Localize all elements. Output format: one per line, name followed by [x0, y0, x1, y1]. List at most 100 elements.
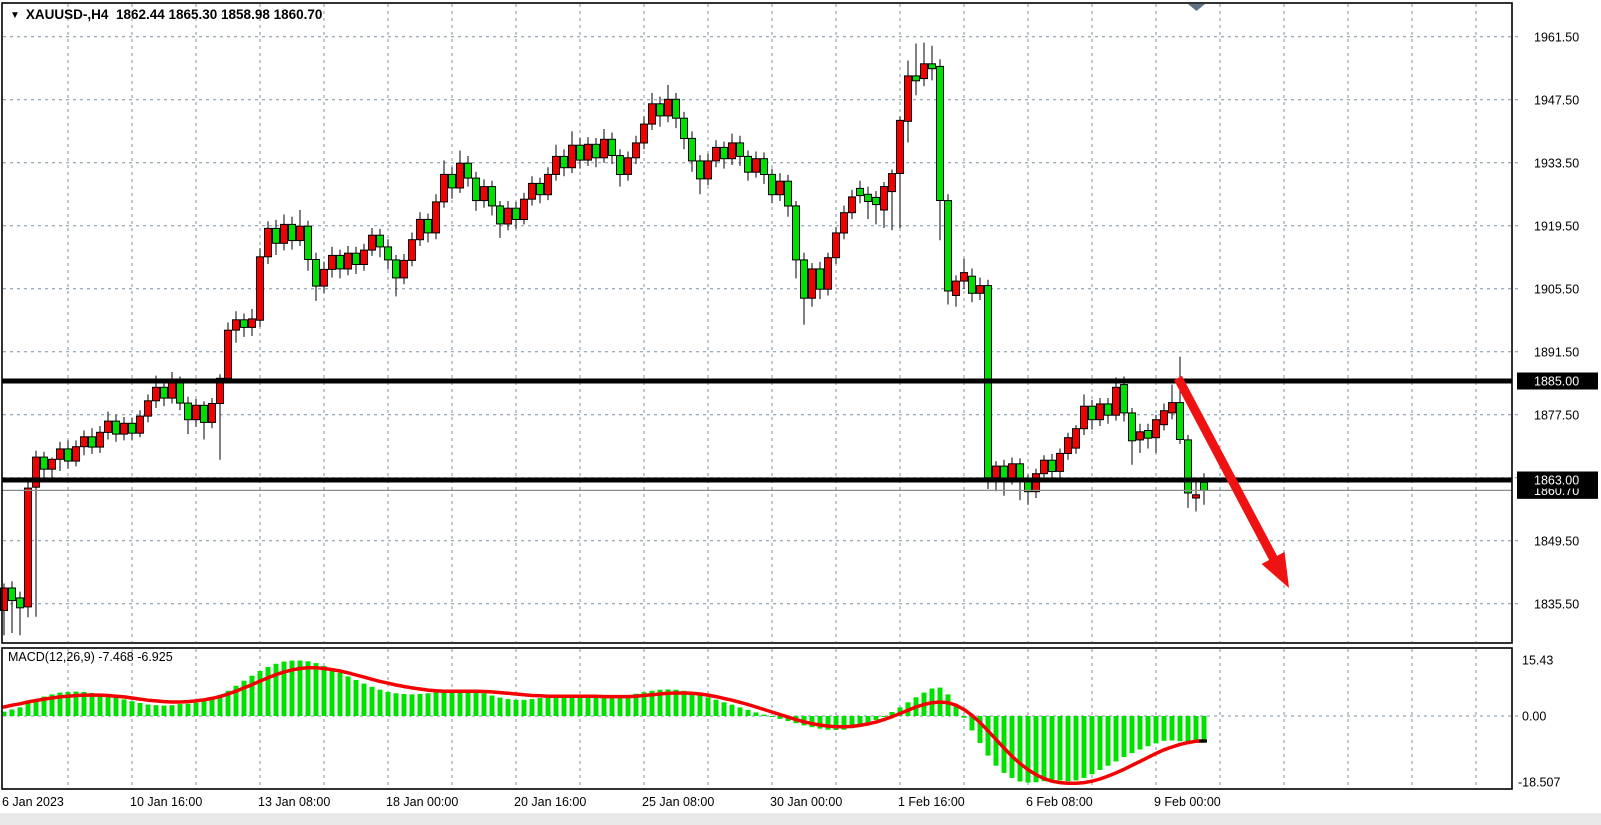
bull-candle-body	[168, 382, 176, 399]
date-tick-label: 9 Feb 00:00	[1154, 795, 1221, 809]
bull-candle-body	[456, 162, 464, 189]
macd-histogram-bar	[273, 663, 279, 716]
bull-candle-body	[504, 207, 512, 225]
price-tick-label: 1919.50	[1534, 219, 1579, 233]
bull-candle-body	[152, 386, 160, 402]
macd-histogram-bar	[1153, 716, 1159, 744]
date-tick-label: 13 Jan 08:00	[258, 795, 330, 809]
macd-histogram-bar	[881, 716, 887, 717]
bear-candle-body	[944, 200, 952, 292]
macd-histogram-bar	[57, 692, 63, 716]
macd-histogram-bar	[433, 692, 439, 716]
macd-histogram-bar	[681, 690, 687, 716]
candles-group	[0, 42, 1208, 636]
macd-histogram-bar	[497, 697, 503, 716]
main-panel-border	[1, 2, 1513, 644]
macd-histogram-bar	[1201, 716, 1207, 743]
bull-candle-body	[1064, 437, 1072, 455]
bull-candle-body	[624, 157, 632, 175]
macd-histogram-bar	[313, 663, 319, 716]
macd-histogram-bar	[449, 690, 455, 716]
bear-candle-body	[1104, 403, 1112, 416]
bear-candle-body	[736, 142, 744, 157]
time-axis[interactable]	[0, 790, 1601, 813]
macd-histogram-bar	[161, 705, 167, 716]
bear-candle-body	[696, 160, 704, 180]
collapse-icon[interactable]: ▼	[10, 10, 20, 21]
macd-histogram-bar	[657, 689, 663, 716]
date-tick-label: 6 Feb 08:00	[1026, 795, 1093, 809]
macd-histogram-bar	[1137, 716, 1143, 750]
macd-min-label: -18.507	[1518, 776, 1560, 790]
macd-histogram-bar	[177, 704, 183, 716]
bull-candle-body	[144, 400, 152, 417]
macd-histogram-bar	[25, 703, 31, 716]
macd-histogram-bar	[569, 694, 575, 716]
bear-candle-body	[576, 144, 584, 161]
macd-histogram-bar	[817, 716, 823, 729]
price-tick-label: 1877.50	[1534, 408, 1579, 422]
macd-histogram-bar	[1121, 716, 1127, 757]
macd-panel-border	[1, 647, 1513, 790]
bull-candle-body	[704, 160, 712, 180]
bear-candle-body	[744, 155, 752, 173]
bull-candle-body	[368, 234, 376, 251]
macd-histogram-bar	[729, 704, 735, 716]
price-tick-label: 1905.50	[1534, 282, 1579, 296]
macd-histogram-bar	[713, 699, 719, 716]
macd-histogram-bar	[33, 699, 39, 716]
chart-symbol-period: XAUUSD-,H4	[25, 7, 109, 22]
bear-candle-body	[112, 420, 120, 435]
macd-histogram-bar	[1, 711, 7, 716]
macd-histogram-bar	[697, 694, 703, 716]
macd-histogram-bar	[81, 691, 87, 716]
macd-histogram-bar	[1161, 716, 1167, 741]
bull-candle-body	[992, 465, 1000, 479]
bear-candle-body	[312, 259, 320, 287]
macd-histogram-bar	[169, 705, 175, 716]
bull-candle-body	[440, 173, 448, 203]
macd-histogram-bar	[753, 712, 759, 716]
bull-candle-body	[848, 196, 856, 214]
bull-candle-body	[976, 285, 984, 294]
shift-marker-icon[interactable]	[1188, 4, 1205, 11]
macd-histogram-bar	[585, 695, 591, 716]
macd-histogram-bar	[457, 690, 463, 716]
macd-histogram-bar	[873, 716, 879, 720]
macd-histogram-bar	[625, 695, 631, 716]
trend-arrow-shaft[interactable]	[1174, 375, 1280, 566]
bull-candle-body	[480, 186, 488, 202]
macd-histogram-bar	[1089, 716, 1095, 775]
bull-candle-body	[1072, 428, 1080, 449]
bull-candle-body	[120, 422, 128, 435]
macd-histogram-bar	[361, 683, 367, 716]
bull-candle-body	[544, 173, 552, 196]
date-tick-label: 30 Jan 00:00	[770, 795, 842, 809]
macd-histogram-bar	[865, 716, 871, 724]
macd-histogram-bar	[1017, 716, 1023, 782]
macd-histogram-bar	[353, 680, 359, 716]
macd-histogram-bar	[705, 697, 711, 716]
price-axis[interactable]	[1513, 3, 1601, 789]
macd-histogram-bar	[201, 700, 207, 716]
bull-candle-body	[432, 201, 440, 234]
bull-candle-body	[1096, 403, 1104, 421]
macd-plot-area[interactable]	[2, 648, 1512, 789]
bull-candle-body	[1160, 410, 1168, 426]
bull-candle-body	[568, 144, 576, 169]
trend-arrow-head[interactable]	[1261, 551, 1289, 588]
bear-candle-body	[936, 65, 944, 202]
price-box-1863	[1517, 471, 1598, 489]
bull-candle-body	[400, 259, 408, 279]
bull-candle-body	[192, 404, 200, 421]
bull-candle-body	[320, 268, 328, 287]
bear-candle-body	[240, 319, 248, 328]
bear-candle-body	[40, 456, 48, 470]
bear-candle-body	[928, 63, 936, 70]
macd-histogram-bar	[593, 696, 599, 716]
macd-histogram-bar	[1073, 716, 1079, 781]
bull-candle-body	[1112, 386, 1120, 416]
macd-histogram-bar	[473, 691, 479, 716]
